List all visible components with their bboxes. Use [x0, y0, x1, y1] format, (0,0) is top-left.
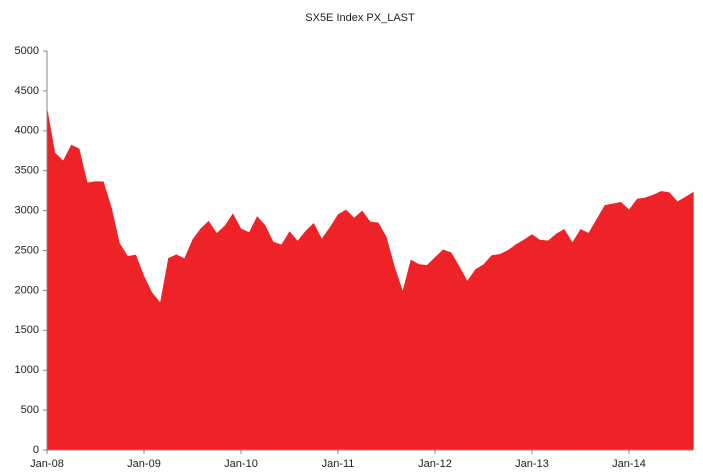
- y-tick-label: 1500: [15, 324, 39, 336]
- y-tick-label: 0: [33, 444, 39, 456]
- y-tick-label: 2000: [15, 284, 39, 296]
- y-tick-label: 3000: [15, 205, 39, 217]
- area: [47, 106, 694, 451]
- y-tick-label: 5000: [15, 45, 39, 57]
- chart-title: SX5E Index PX_LAST: [305, 12, 415, 24]
- y-tick-label: 4000: [15, 125, 39, 137]
- x-tick-label: Jan-14: [612, 458, 646, 469]
- y-tick-label: 3500: [15, 165, 39, 177]
- y-tick-label: 2500: [15, 244, 39, 256]
- x-tick-label: Jan-10: [224, 458, 258, 469]
- x-tick-label: Jan-11: [322, 458, 355, 469]
- x-tick-label: Jan-12: [418, 458, 452, 469]
- y-tick-label: 4500: [15, 85, 39, 97]
- x-tick-label: Jan-13: [515, 458, 549, 469]
- x-tick-label: Jan-08: [30, 458, 64, 469]
- y-tick-label: 500: [21, 404, 39, 416]
- y-tick-label: 1000: [15, 364, 39, 376]
- x-tick-label: Jan-09: [127, 458, 161, 469]
